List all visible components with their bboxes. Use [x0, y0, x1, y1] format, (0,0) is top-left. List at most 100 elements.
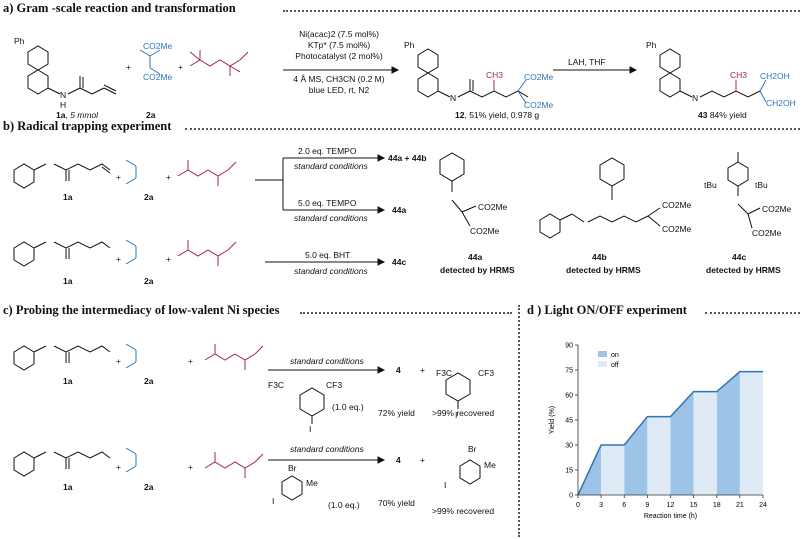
chart-svg: 0 3 6 9 12 15 18 21 24 0 15 30 45 60 75 90 Reaction time… [549, 343, 767, 521]
std-conditions-b2: standard conditions [294, 213, 368, 223]
ph-label-43: Ph [646, 40, 657, 50]
eq-c2: (1.0 eq.) [328, 500, 360, 510]
tbu-44c-2: tBu [755, 180, 768, 190]
cond-solvent: 4 Å MS, CH3CN (0.2 M) [293, 74, 385, 84]
h-label-a1: H [60, 100, 67, 110]
legend-swatch-off [598, 361, 607, 367]
x-tick-label: 15 [690, 502, 698, 509]
std-conditions-b3: standard conditions [294, 266, 368, 276]
compound-2a-b1: 2a [144, 192, 154, 202]
co2me-44c-1: CO2Me [762, 204, 792, 214]
compound-2a-c1: 2a [144, 376, 154, 386]
compound-1a-b1: 1a [63, 192, 73, 202]
detected-44b: detected by HRMS [566, 265, 641, 275]
compound-2a-b2: 2a [144, 276, 154, 286]
y-tick-label: 90 [565, 343, 573, 350]
co2me-44c-2: CO2Me [752, 228, 782, 238]
plus-b1: + [116, 172, 121, 182]
plus-c5: + [188, 462, 193, 472]
ch2oh-label-43b: CH2OH [766, 98, 796, 108]
iodo-c1: I [309, 424, 312, 434]
label-44b: 44b [592, 252, 607, 262]
ch3-label-43: CH3 [730, 70, 748, 80]
eq-c1: (1.0 eq.) [332, 402, 364, 412]
divider-vertical [518, 305, 520, 537]
x-tick-label: 24 [759, 502, 767, 509]
compound-1a-b2: 1a [63, 276, 73, 286]
br-c1: Br [288, 463, 297, 473]
divider-a [283, 10, 800, 12]
plus-c4: + [116, 462, 121, 472]
co2me-44a-2: CO2Me [470, 226, 500, 236]
recovered-c2: >99% recovered [432, 506, 495, 516]
y-tick-label: 75 [565, 368, 573, 375]
n-label-a1: N [60, 90, 67, 100]
y-tick-label: 60 [565, 393, 573, 400]
on-band-1 [624, 416, 648, 495]
plus-b3: + [116, 254, 121, 264]
divider-b [185, 128, 800, 130]
co2me-44b-1: CO2Me [662, 200, 692, 210]
tempo5-conditions: 5.0 eq. TEMPO [298, 198, 357, 208]
x-tick-label: 18 [713, 502, 721, 509]
products-44a-44b: 44a + 44b [388, 153, 427, 163]
n-label-12: N [450, 93, 457, 103]
y-axis-label: Yield (%) [549, 406, 556, 434]
x-tick-label: 12 [667, 502, 675, 509]
y-tick-label: 30 [565, 443, 573, 450]
section-title-d: d ) Light ON/OFF experiment [527, 303, 687, 317]
ch2oh-label-43a: CH2OH [760, 71, 790, 81]
plus-a2: + [178, 62, 183, 72]
compound-2a-label: 2a [146, 110, 156, 120]
iodo-c3: I [272, 496, 275, 506]
f3c-c2: F3C [436, 368, 453, 378]
f3c-c1: F3C [268, 380, 285, 390]
cond-catalyst: Ni(acac)2 (7.5 mol%) [299, 29, 379, 39]
divider-d [705, 312, 800, 314]
yield-70: 70% yield [378, 498, 415, 508]
label-44a: 44a [468, 252, 483, 262]
detected-44a: detected by HRMS [440, 265, 515, 275]
tempo2-conditions: 2.0 eq. TEMPO [298, 146, 357, 156]
off-band-2 [693, 391, 717, 495]
off-band-0 [601, 445, 625, 495]
yield-72: 72% yield [378, 408, 415, 418]
co2me-a2: CO2Me [143, 72, 173, 82]
light-onoff-chart: 0 3 6 9 12 15 18 21 24 0 15 30 45 60 75 90 Reaction time… [545, 335, 780, 525]
iodo-c4: I [444, 480, 447, 490]
yield-line [577, 370, 763, 496]
co2me-label-12b: CO2Me [524, 100, 554, 110]
on-band-3 [716, 371, 740, 495]
cf3-c1: CF3 [326, 380, 343, 390]
cond-photocatalyst: Photocatalyst (2 mol%) [295, 51, 383, 61]
cf3-c2: CF3 [478, 368, 495, 378]
ch3-label-12: CH3 [486, 70, 504, 80]
legend-label-off: off [611, 362, 619, 369]
product-12-label: 12, 51% yield, 0.978 g [455, 110, 540, 120]
plus-c6: + [420, 455, 425, 465]
co2me-44b-2: CO2Me [662, 224, 692, 234]
cond-ligand: KTp* (7.5 mol%) [307, 40, 371, 50]
co2me-a1: CO2Me [143, 41, 173, 51]
section-title-b: b) Radical trapping experiment [3, 119, 172, 133]
plus-b2: + [166, 172, 171, 182]
detected-44c: detected by HRMS [706, 265, 781, 275]
ph-label-12: Ph [404, 40, 415, 50]
off-band-1 [647, 416, 671, 495]
x-tick-label: 9 [645, 502, 649, 509]
x-axis-label: Reaction time (h) [644, 513, 697, 520]
compound-2a-c2: 2a [144, 482, 154, 492]
plus-c3: + [420, 365, 425, 375]
on-band-2 [670, 391, 694, 495]
product-4-c2: 4 [396, 455, 401, 465]
x-tick-label: 0 [576, 502, 580, 509]
product-44c: 44c [392, 257, 407, 267]
y-tick-label: 0 [569, 493, 573, 500]
plus-b4: + [166, 254, 171, 264]
y-tick-label: 15 [565, 468, 573, 475]
divider-c [300, 312, 512, 314]
std-conditions-c2: standard conditions [290, 444, 364, 454]
std-conditions-c1: standard conditions [290, 356, 364, 366]
me-c1: Me [306, 478, 318, 488]
